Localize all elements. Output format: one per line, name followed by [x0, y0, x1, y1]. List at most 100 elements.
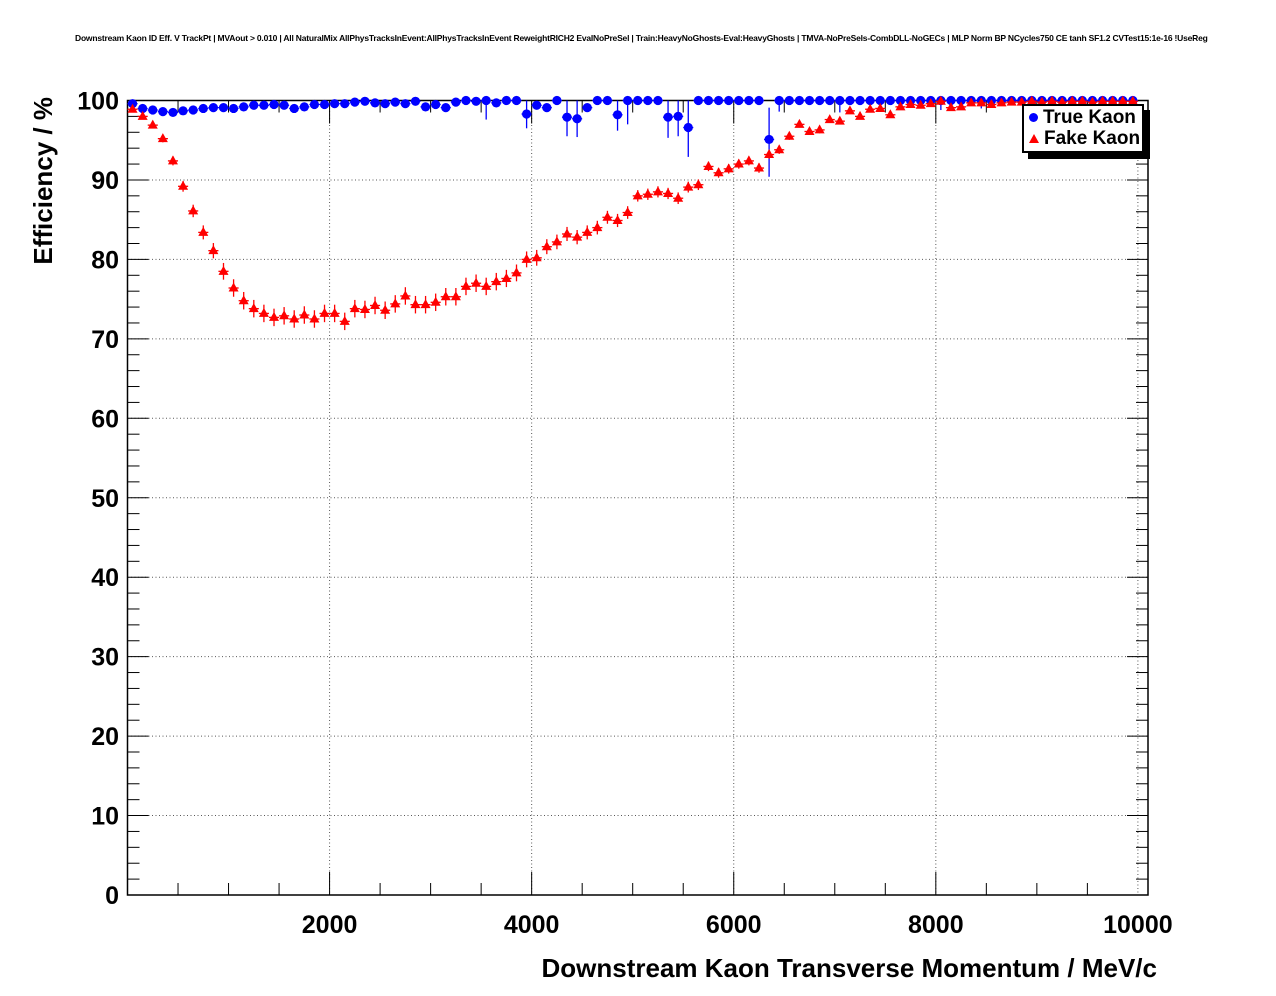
data-point-triangle	[875, 102, 886, 112]
data-point-circle	[228, 103, 239, 114]
data-point-circle	[158, 107, 168, 117]
data-point-triangle	[1006, 96, 1017, 106]
data-point-triangle	[1016, 96, 1027, 106]
data-point-triangle	[309, 313, 320, 323]
data-point-triangle	[824, 114, 835, 124]
data-point-triangle	[450, 291, 461, 301]
data-point-triangle	[349, 303, 360, 313]
data-point-circle	[279, 100, 289, 110]
data-point-circle	[360, 96, 370, 106]
data-point-triangle	[612, 214, 623, 224]
data-point-triangle	[855, 110, 866, 120]
y-tick-label: 80	[91, 246, 119, 274]
data-point-circle	[249, 100, 259, 110]
data-point-circle	[451, 97, 461, 107]
data-point-triangle	[188, 205, 199, 215]
data-point-triangle	[703, 160, 714, 170]
y-tick-label: 40	[91, 564, 119, 592]
data-point-triangle	[562, 228, 573, 238]
grid	[127, 100, 1148, 895]
data-point-circle	[946, 95, 956, 106]
data-point-triangle	[753, 162, 764, 172]
data-point-triangle	[713, 167, 724, 177]
data-point-triangle	[1117, 95, 1128, 105]
data-point-circle	[410, 96, 421, 106]
data-point-triangle	[481, 280, 492, 290]
data-point-circle	[875, 95, 885, 106]
data-point-circle	[532, 100, 542, 110]
x-tick-label: 10000	[1103, 911, 1173, 939]
data-point-circle	[269, 99, 279, 110]
data-point-triangle	[521, 253, 532, 263]
data-point-circle	[582, 103, 592, 113]
data-point-triangle	[673, 192, 684, 202]
data-point-triangle	[986, 98, 997, 108]
data-point-circle	[188, 105, 198, 115]
data-point-triangle	[945, 102, 956, 112]
data-point-circle	[754, 95, 764, 106]
data-point-circle	[218, 103, 229, 113]
data-point-circle	[138, 103, 148, 114]
data-point-triangle	[723, 163, 734, 173]
data-point-triangle	[178, 180, 189, 190]
data-point-circle	[562, 112, 572, 122]
data-point-triangle	[1067, 95, 1078, 105]
x-tick-labels: 2000 4000 6000 8000 10000	[302, 911, 1173, 939]
legend: True Kaon Fake Kaon	[1022, 104, 1144, 153]
data-point-triangle	[329, 307, 340, 317]
data-point-circle	[208, 103, 218, 113]
data-point-circle	[815, 95, 825, 106]
data-point-triangle	[157, 133, 168, 143]
data-point-triangle	[642, 188, 653, 198]
data-point-triangle	[582, 226, 593, 236]
data-point-circle	[168, 107, 178, 118]
data-point-triangle	[420, 299, 431, 309]
data-point-triangle	[935, 95, 946, 105]
data-point-circle	[693, 95, 703, 106]
data-point-circle	[319, 99, 330, 110]
data-point-triangle	[167, 155, 178, 165]
y-tick-label: 20	[91, 723, 119, 751]
data-point-circle	[602, 95, 613, 106]
data-point-triangle	[471, 277, 482, 287]
data-point-circle	[178, 106, 188, 116]
data-point-triangle	[147, 119, 158, 129]
y-tick-label: 100	[77, 88, 119, 116]
data-point-triangle	[1036, 96, 1047, 106]
data-point-circle	[794, 95, 805, 106]
data-point-circle	[612, 110, 623, 120]
data-point-triangle	[663, 187, 674, 197]
data-point-triangle	[258, 307, 269, 317]
y-tick-label: 0	[105, 882, 119, 910]
legend-label-true-kaon: True Kaon	[1043, 106, 1136, 128]
data-point-circle	[400, 99, 410, 109]
data-point-triangle	[460, 280, 471, 290]
data-point-circle	[663, 112, 673, 122]
data-point-circle	[855, 95, 865, 106]
data-point-triangle	[511, 267, 522, 277]
data-point-triangle	[764, 149, 775, 159]
y-tick-label: 30	[91, 644, 119, 672]
plot-title: Downstream Kaon ID Eff. V TrackPt | MVAo…	[75, 33, 1208, 43]
y-tick-label: 70	[91, 326, 119, 354]
data-point-circle	[845, 95, 855, 106]
data-point-triangle	[1107, 95, 1118, 105]
data-point-triangle	[127, 103, 138, 113]
y-axis-title: Efficiency / %	[28, 97, 58, 265]
data-point-triangle	[976, 97, 987, 107]
plot-frame	[126, 99, 1149, 896]
data-point-triangle	[622, 207, 633, 217]
y-tick-label: 50	[91, 485, 119, 513]
data-point-triangle	[925, 98, 936, 108]
data-point-circle	[643, 95, 653, 106]
data-point-circle	[774, 95, 784, 106]
data-point-circle	[198, 103, 208, 114]
legend-entry-fake-kaon: Fake Kaon	[1029, 128, 1142, 149]
y-tick-label: 10	[91, 803, 119, 831]
y-tick-label: 90	[91, 167, 119, 195]
axis-ticks	[127, 100, 1148, 895]
data-point-circle	[340, 99, 350, 109]
data-point-triangle	[1057, 96, 1068, 106]
data-point-triangle	[198, 226, 209, 236]
data-point-circle	[673, 111, 683, 121]
